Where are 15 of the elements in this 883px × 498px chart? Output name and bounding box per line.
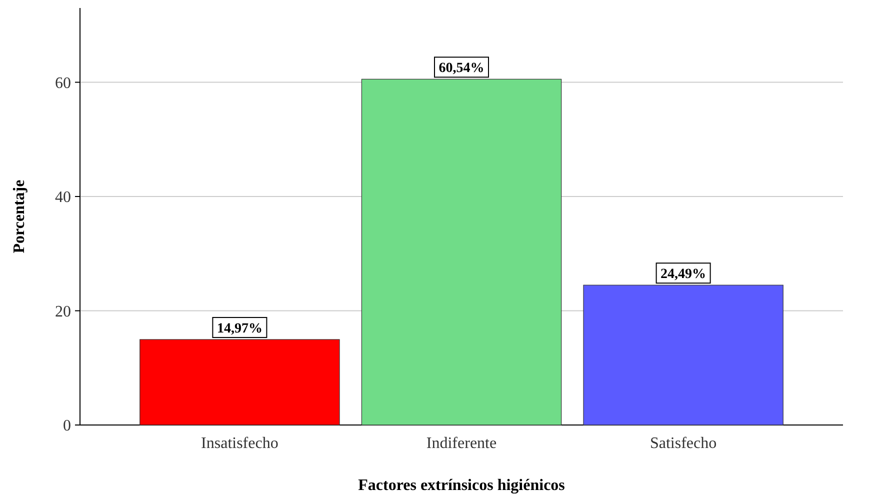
y-axis-title: Porcentaje (11, 180, 28, 254)
x-tick-label: Insatisfecho (201, 435, 278, 452)
bar (361, 78, 562, 426)
x-tick-label: Satisfecho (650, 435, 717, 452)
bar (583, 284, 784, 426)
y-tick-label: 20 (55, 303, 71, 320)
y-tick-label: 0 (63, 418, 71, 435)
data-label: 60,54% (438, 61, 484, 76)
x-tick-label: Indiferente (426, 435, 497, 452)
y-tick-label: 60 (55, 74, 71, 92)
data-label: 24,49% (660, 267, 706, 282)
bar (140, 339, 340, 426)
y-tick-label: 40 (55, 189, 71, 206)
x-axis-title: Factores extrínsicos higiénicos (358, 477, 565, 494)
data-label: 14,97% (216, 321, 262, 336)
